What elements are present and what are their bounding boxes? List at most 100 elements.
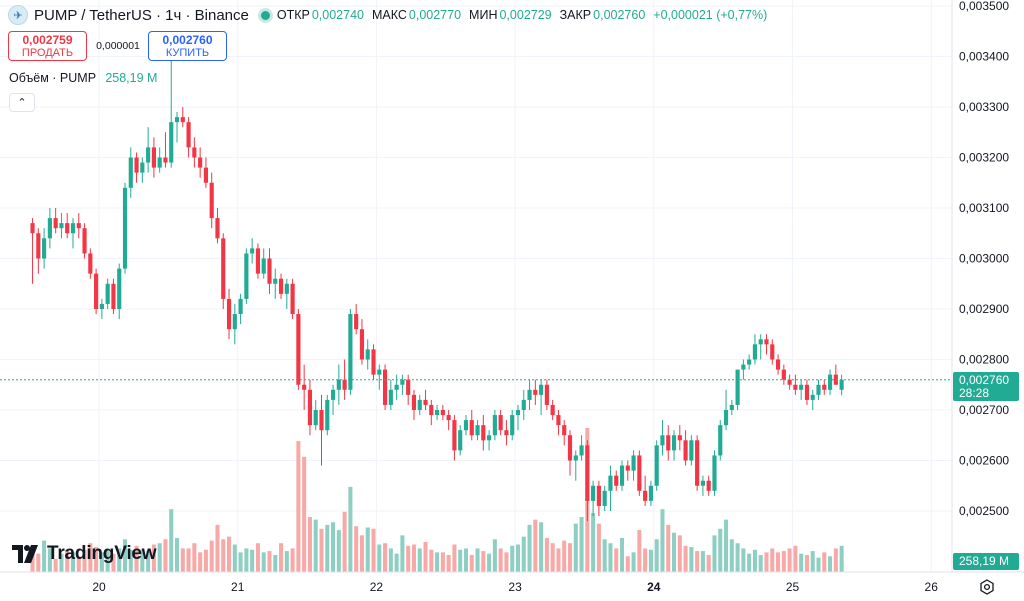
volume-bar <box>417 548 422 572</box>
volume-bar <box>816 557 821 572</box>
volume-bar <box>227 536 232 572</box>
volume-bar <box>764 552 769 572</box>
candle-body <box>261 258 266 274</box>
candle-body <box>510 415 515 436</box>
price-tick-label: 0,002800 <box>959 353 1009 367</box>
volume-bar <box>122 539 128 572</box>
volume-bar <box>406 545 411 572</box>
candle-body <box>787 379 792 385</box>
volume-bar <box>487 553 492 572</box>
volume-bar <box>128 549 133 572</box>
candle-body <box>348 314 353 390</box>
candle-body <box>827 374 833 390</box>
volume-bar <box>724 519 729 572</box>
candle-body <box>683 440 688 461</box>
volume-bar <box>544 537 549 572</box>
candle-body <box>810 394 815 400</box>
volume-bar <box>810 551 815 572</box>
time-axis[interactable]: 20 21 22 23 24 25 26 <box>92 580 938 594</box>
volume-bar <box>348 486 353 572</box>
sell-button[interactable]: 0,002759 ПРОДАТЬ <box>8 31 87 61</box>
volume-indicator-label: Объём · PUMP <box>9 71 96 85</box>
tradingview-logo-icon <box>12 545 38 563</box>
candle-body <box>319 410 324 431</box>
price-tick-label: 0,002900 <box>959 302 1009 316</box>
grid-lines <box>0 0 952 572</box>
volume-bar <box>712 535 717 572</box>
candle-body <box>550 404 555 416</box>
candle-body <box>677 435 682 441</box>
collapse-legend-button[interactable]: ⌃ <box>9 93 35 112</box>
volume-bar <box>567 543 573 572</box>
candle-body <box>435 410 440 416</box>
volume-bar <box>700 551 705 572</box>
time-tick-label: 20 <box>92 580 106 594</box>
symbol-title[interactable]: PUMP / TetherUS · 1ч · Binance <box>34 6 249 24</box>
volume-bar <box>527 524 532 572</box>
candle-body <box>671 435 677 451</box>
volume-bar <box>515 544 521 572</box>
candle-body <box>770 344 775 360</box>
volume-bar <box>163 539 168 572</box>
volume-bar <box>88 543 93 572</box>
price-axis[interactable]: 0,003500 0,003400 0,003300 0,003200 0,003100… <box>959 0 1009 518</box>
time-tick-label: 25 <box>786 580 800 594</box>
candle-body <box>128 157 133 188</box>
volume-bar <box>539 522 544 572</box>
volume-bar <box>793 545 798 572</box>
volume-bar <box>290 548 295 572</box>
low-label: МИН <box>469 8 498 22</box>
volume-bar <box>394 553 399 572</box>
volume-bar <box>521 536 526 572</box>
buy-button[interactable]: 0,002760 КУПИТЬ <box>148 31 227 61</box>
candle-body <box>729 404 734 410</box>
candle-body <box>423 399 428 405</box>
volume-bar <box>342 511 347 572</box>
candle-body <box>267 258 272 284</box>
candle-body <box>250 248 255 254</box>
candle-body <box>354 314 359 330</box>
tradingview-logo[interactable]: TradingView <box>12 542 157 566</box>
volume-bar <box>53 558 58 572</box>
candle-body <box>752 344 758 360</box>
candle-body <box>573 455 578 461</box>
settings-button[interactable] <box>976 576 998 598</box>
volume-bar <box>706 554 711 572</box>
candle-body <box>221 238 226 299</box>
volume-bar <box>215 524 220 572</box>
buy-label: КУПИТЬ <box>165 47 210 59</box>
candle-body <box>585 445 590 501</box>
candle-body <box>151 147 156 168</box>
volume-bar <box>804 554 809 572</box>
candle-body <box>775 359 781 370</box>
volume-bar <box>279 543 284 572</box>
gear-icon <box>980 579 994 595</box>
candle-body <box>342 379 347 390</box>
candle-body <box>382 369 388 405</box>
volume-bar <box>198 552 203 572</box>
candle-body <box>463 420 469 431</box>
candle-body <box>781 369 786 380</box>
volume-bar <box>643 548 648 572</box>
candle-body <box>833 374 838 385</box>
candle-body <box>400 379 405 385</box>
candle-body <box>579 445 584 456</box>
candle-body <box>429 404 434 416</box>
volume-bar <box>244 548 249 572</box>
candle-body <box>723 410 729 426</box>
candle-body <box>70 223 76 234</box>
volume-bar <box>151 544 156 572</box>
candle-body <box>105 283 110 304</box>
price-tick-label: 0,003300 <box>959 100 1009 114</box>
candle-countdown: 28:28 <box>959 386 990 400</box>
change-value: +0,000021 (+0,77%) <box>653 8 768 22</box>
candle-body <box>82 228 87 254</box>
volume-bar <box>556 548 561 572</box>
volume-indicator-legend[interactable]: Объём · PUMP 258,19 M <box>9 71 157 85</box>
candle-body <box>377 369 382 375</box>
candle-body <box>59 223 64 229</box>
time-tick-label: 23 <box>508 580 522 594</box>
volume-bar <box>718 528 723 572</box>
volume-bar <box>354 526 359 572</box>
